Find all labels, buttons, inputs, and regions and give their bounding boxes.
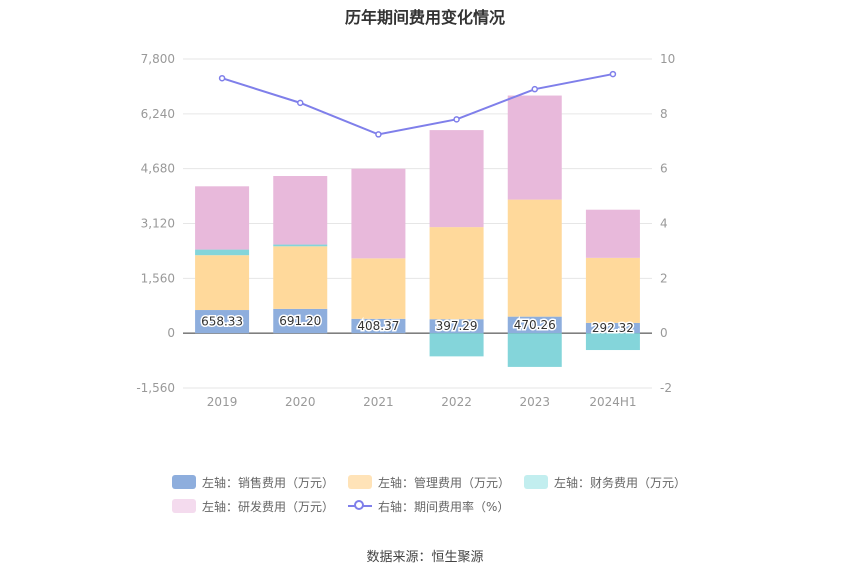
- right-tick-label-6: 10: [660, 52, 675, 66]
- x-tick-label-3: 2022: [441, 395, 472, 409]
- bar-s3-1: [273, 176, 328, 245]
- bar-s2-5: [585, 333, 640, 351]
- right-tick-label-2: 2: [660, 271, 668, 285]
- legend-item-finance[interactable]: 左轴：财务费用（万元）: [524, 474, 686, 491]
- x-tick-label-0: 2019: [207, 395, 238, 409]
- legend-item-rnd[interactable]: 左轴：研发费用（万元）: [172, 498, 334, 515]
- sales-data-label-3: 397.29: [436, 319, 478, 333]
- rate-point-2: [375, 131, 382, 138]
- left-tick-label-4: 4,680: [141, 162, 175, 176]
- bar-s2-0: [195, 249, 250, 256]
- legend-swatch-admin: [348, 475, 373, 489]
- bar-s1-1: [273, 246, 328, 309]
- bar-s0-5: [585, 322, 640, 334]
- bar-s3-3: [429, 130, 484, 228]
- sales-data-label-4: 470.26: [514, 318, 556, 332]
- bar-s1-2: [351, 258, 406, 319]
- bar-s1-3: [429, 227, 484, 320]
- right-tick-label-4: 6: [660, 162, 668, 176]
- legend-swatch-sales: [172, 475, 196, 489]
- left-tick-label-1: 0: [167, 326, 175, 340]
- rate-point-3: [453, 116, 460, 123]
- bar-s0-4: [507, 316, 562, 334]
- sales-data-label-5: 292.32: [592, 321, 634, 335]
- legend-label-admin: 左轴：管理费用（万元）: [378, 475, 511, 490]
- data-source: 数据来源：恒生聚源: [366, 550, 484, 565]
- legend-row-1: 左轴：销售费用（万元） 左轴：管理费用（万元） 左轴：财务费用（万元）: [0, 470, 850, 494]
- right-tick-label-0: -2: [660, 381, 672, 395]
- bar-s2-4: [507, 333, 562, 367]
- bar-s0-0: [195, 310, 250, 334]
- bar-s3-5: [585, 209, 640, 258]
- bar-s1-0: [195, 255, 250, 311]
- left-tick-label-6: 7,800: [141, 52, 175, 66]
- left-tick-label-0: -1,560: [136, 381, 175, 395]
- rate-point-1: [297, 99, 304, 107]
- bar-s2-3: [429, 333, 484, 357]
- x-tick-label-4: 2023: [519, 395, 550, 409]
- rate-line: [221, 73, 614, 136]
- right-tick-label-5: 8: [660, 107, 668, 121]
- bar-s0-2: [351, 318, 406, 334]
- legend-item-sales[interactable]: 左轴：销售费用（万元）: [172, 474, 334, 491]
- bar-s1-5: [585, 257, 640, 323]
- legend-label-sales: 左轴：销售费用（万元）: [202, 475, 335, 490]
- sales-data-label-2: 408.37: [357, 319, 399, 333]
- legend-item-admin[interactable]: 左轴：管理费用（万元）: [348, 474, 510, 491]
- rate-point-5: [609, 70, 617, 78]
- bar-s1-4: [507, 199, 562, 317]
- bar-s0-3: [429, 319, 484, 334]
- left-tick-label-2: 1,560: [141, 271, 175, 285]
- sales-data-label-0: 658.33: [201, 315, 243, 329]
- right-tick-label-3: 4: [660, 217, 668, 231]
- legend-swatch-finance: [524, 475, 549, 489]
- x-tick-label-5: 2024H1: [589, 395, 636, 409]
- chart-canvas: -1,560 0 1,560 3,120 4,680 6,240 7,800 -2 0 2 4 6 8 1…: [136, 52, 675, 409]
- x-tick-label-1: 2020: [285, 395, 316, 409]
- bar-s3-4: [507, 95, 562, 200]
- bar-s3-2: [351, 168, 406, 259]
- legend-swatch-rate: [348, 499, 373, 513]
- legend-row-2: 左轴：研发费用（万元） 右轴：期间费用率（%）: [0, 494, 850, 518]
- bar-s0-1: [273, 308, 328, 334]
- bar-s2-1: [273, 244, 328, 247]
- bar-s3-0: [195, 186, 250, 250]
- chart-title: 历年期间费用变化情况: [344, 8, 505, 27]
- x-tick-label-2: 2021: [363, 395, 394, 409]
- sales-data-label-1: 691.20: [279, 314, 321, 328]
- left-tick-label-3: 3,120: [141, 217, 175, 231]
- rate-point-0: [218, 74, 226, 82]
- legend-swatch-rnd: [172, 499, 196, 513]
- legend-label-finance: 左轴：财务费用（万元）: [554, 475, 687, 490]
- legend-item-rate[interactable]: 右轴：期间费用率（%）: [348, 498, 509, 515]
- left-tick-label-5: 6,240: [141, 107, 175, 121]
- right-tick-label-1: 0: [660, 326, 668, 340]
- legend-label-rnd: 左轴：研发费用（万元）: [202, 499, 335, 514]
- rate-point-4: [531, 85, 538, 93]
- legend-label-rate: 右轴：期间费用率（%）: [378, 499, 510, 514]
- legend: 左轴：销售费用（万元） 左轴：管理费用（万元） 左轴：财务费用（万元） 左轴：研…: [0, 470, 850, 518]
